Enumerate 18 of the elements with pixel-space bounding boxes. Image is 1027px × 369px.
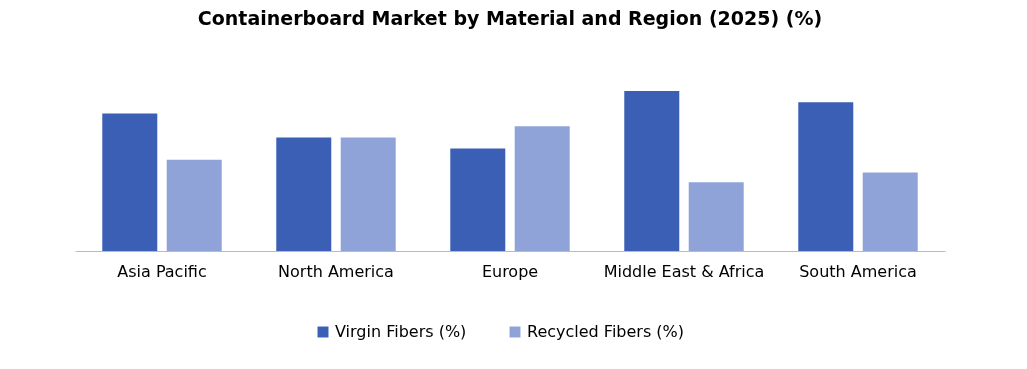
bar xyxy=(514,126,570,251)
bar xyxy=(276,137,332,251)
bar xyxy=(688,182,744,251)
bar xyxy=(102,113,158,251)
x-tick-label: Asia Pacific xyxy=(117,261,207,281)
bar xyxy=(862,172,918,251)
x-tick-label: North America xyxy=(278,261,394,281)
bar xyxy=(798,102,854,251)
bar xyxy=(166,159,222,251)
legend-label: Virgin Fibers (%) xyxy=(335,322,467,341)
bar xyxy=(340,137,396,251)
legend-label: Recycled Fibers (%) xyxy=(527,322,685,341)
bar xyxy=(624,91,680,251)
x-tick-label: Europe xyxy=(481,261,539,281)
chart-title: Containerboard Market by Material and Region (2025) (%) xyxy=(197,7,823,29)
bar xyxy=(450,148,506,251)
x-tick-label: Middle East & Africa xyxy=(603,261,765,281)
x-tick-label: South America xyxy=(799,261,917,281)
